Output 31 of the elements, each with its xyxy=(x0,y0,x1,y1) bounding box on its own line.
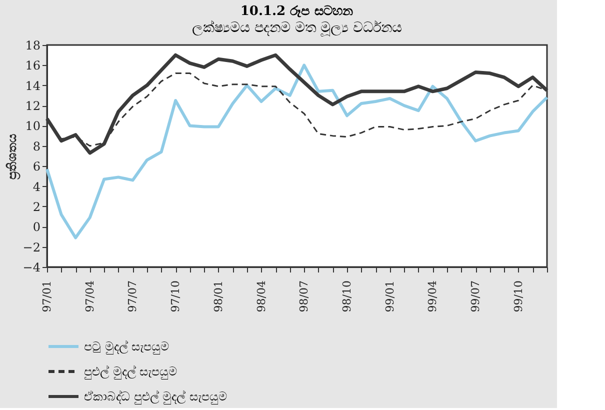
x-tick-label: 97/10 xyxy=(169,280,182,312)
y-tick-label: 16 xyxy=(25,58,40,73)
x-tick-label: 98/10 xyxy=(340,280,354,312)
line-series xyxy=(46,64,548,240)
y-tick-label: −4 xyxy=(22,260,41,274)
chart-title: 10.1.2 රූප සටහන xyxy=(240,4,354,19)
legend-label: පටු මුදල් සැපයුම xyxy=(84,340,170,354)
x-tick-label: 97/01 xyxy=(40,280,54,312)
x-tick-label: 99/07 xyxy=(469,280,482,312)
legend-label: ඒකාබද්ධ පුළුල් මුදල් සැපයුම xyxy=(84,390,228,404)
x-tick-label: 98/01 xyxy=(212,280,225,312)
x-tick-label: 97/07 xyxy=(126,280,140,312)
y-tick-label: 18 xyxy=(25,38,40,52)
y-tick-label: 4 xyxy=(32,180,41,194)
y-tick-label: 6 xyxy=(32,160,40,174)
x-tick-label: 99/04 xyxy=(426,280,440,312)
legend-label: පුළුල් මුදල් සැපයුම xyxy=(84,364,178,380)
x-tick-label: 98/04 xyxy=(254,280,268,312)
y-tick-label: 12 xyxy=(25,99,40,114)
y-tick-label: 8 xyxy=(32,139,40,154)
x-tick-label: 98/07 xyxy=(298,280,311,312)
y-tick-label: 2 xyxy=(32,200,40,214)
y-tick-label: 10 xyxy=(25,119,40,134)
chart-subtitle: ලක්ෂ්‍යමය පදනම මත මූල්‍ය වර්ධනය xyxy=(192,20,402,37)
x-tick-label: 99/01 xyxy=(383,280,396,312)
x-tick-label: 99/10 xyxy=(512,280,525,312)
y-tick-label: −2 xyxy=(22,240,40,254)
x-tick-label: 97/04 xyxy=(83,280,96,312)
y-axis-title: ප්‍රතිශතය xyxy=(4,134,21,180)
y-tick-label: 0 xyxy=(32,220,40,234)
y-tick-label: 14 xyxy=(25,78,41,93)
